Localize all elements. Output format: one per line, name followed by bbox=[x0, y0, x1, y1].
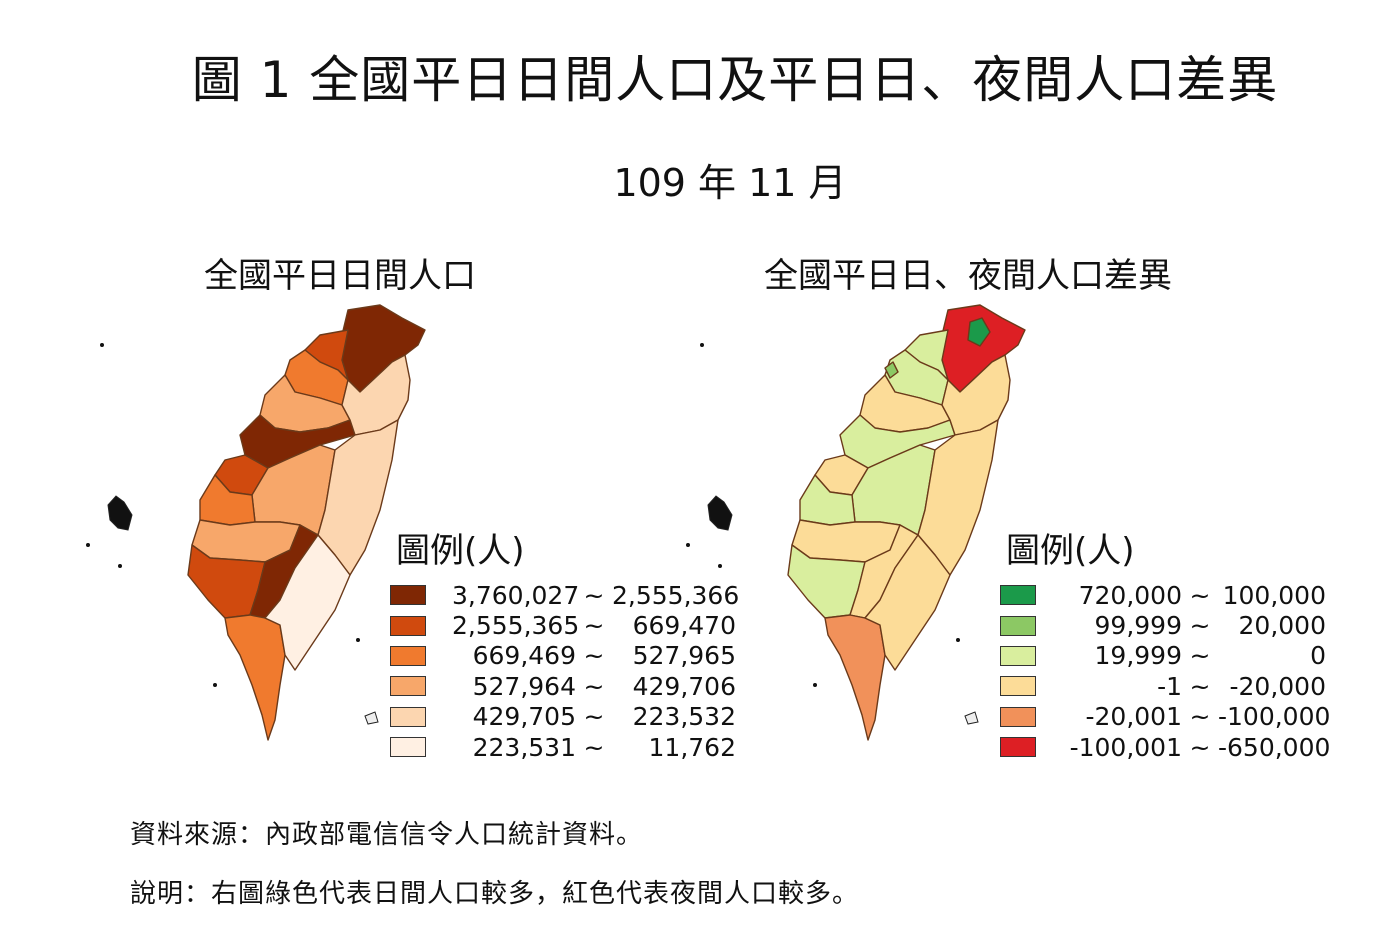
legend-row: 223,531 ~11,762 bbox=[390, 732, 736, 762]
legend-row: 720,000 ~100,000 bbox=[1000, 580, 1326, 610]
legend-swatch bbox=[1000, 737, 1036, 758]
legend-swatch bbox=[390, 645, 426, 666]
legend-sep: ~ bbox=[1189, 702, 1211, 732]
legend-swatch bbox=[1000, 676, 1036, 697]
legend-row: -1 ~ -20,000 bbox=[1000, 671, 1326, 701]
region-hsinchu-city bbox=[884, 361, 899, 379]
legend-sep: ~ bbox=[583, 702, 605, 732]
legend-swatch bbox=[1000, 706, 1036, 727]
island-dot bbox=[813, 683, 817, 687]
legend-swatch bbox=[390, 585, 426, 606]
region-yilan bbox=[941, 354, 1011, 436]
island-dot bbox=[718, 564, 722, 568]
legend-to: 527,965 bbox=[632, 641, 736, 671]
island-dot bbox=[100, 343, 104, 347]
legend-row: 99,999 ~20,000 bbox=[1000, 610, 1326, 640]
legend-to: -20,000 bbox=[1229, 671, 1327, 701]
legend-to: -650,000 bbox=[1218, 732, 1331, 762]
legend-sep: ~ bbox=[583, 580, 605, 610]
legend-row: 669,469 ~527,965 bbox=[390, 641, 736, 671]
day-night-difference-map bbox=[686, 304, 1026, 741]
legend-from: 720,000 bbox=[1078, 580, 1182, 610]
island-dot bbox=[956, 638, 960, 642]
legend-sep: ~ bbox=[1189, 580, 1211, 610]
legend-from: 19,999 bbox=[1094, 641, 1182, 671]
island-dot bbox=[118, 564, 122, 568]
legend-to: 2,555,366 bbox=[612, 580, 740, 610]
orchid-island bbox=[964, 711, 979, 725]
daytime-population-map bbox=[86, 304, 426, 741]
legend-sep: ~ bbox=[583, 641, 605, 671]
penghu-islands bbox=[707, 495, 733, 531]
legend-to: -100,000 bbox=[1218, 702, 1331, 732]
legend-to: 223,532 bbox=[632, 702, 736, 732]
legend-from: 2,555,365 bbox=[452, 611, 580, 641]
legend-row: 3,760,027 ~2,555,366 bbox=[390, 580, 740, 610]
right-map-title: 全國平日日、夜間人口差異 bbox=[764, 256, 1172, 296]
legend-from: 429,705 bbox=[472, 702, 576, 732]
figure-title: 圖 1 全國平日日間人口及平日日、夜間人口差異 bbox=[191, 51, 1279, 109]
island-dot bbox=[686, 543, 690, 547]
legend-row: -100,001 ~ -650,000 bbox=[1000, 732, 1331, 762]
legend-to: 11,762 bbox=[648, 732, 736, 762]
legend-to: 429,706 bbox=[632, 671, 736, 701]
source-note: 資料來源：內政部電信信令人口統計資料。 bbox=[130, 820, 644, 850]
legend-sep: ~ bbox=[1189, 671, 1211, 701]
legend-from: -100,001 bbox=[1069, 732, 1182, 762]
legend-sep: ~ bbox=[1189, 611, 1211, 641]
legend-title: 圖例(人) bbox=[396, 531, 525, 571]
left-legend: 圖例(人) 3,760,027 ~2,555,366 2,555,365 ~669,… bbox=[390, 523, 740, 762]
island-dot bbox=[86, 543, 90, 547]
legend-swatch bbox=[390, 676, 426, 697]
legend-sep: ~ bbox=[1189, 732, 1211, 762]
legend-from: 223,531 bbox=[472, 732, 576, 762]
legend-swatch bbox=[390, 615, 426, 636]
island-dot bbox=[700, 343, 704, 347]
legend-sep: ~ bbox=[583, 732, 605, 762]
region-hualien bbox=[317, 419, 399, 576]
legend-swatch bbox=[1000, 645, 1036, 666]
legend-from: 669,469 bbox=[472, 641, 576, 671]
legend-from: -1 bbox=[1157, 671, 1182, 701]
right-legend: 圖例(人) 720,000 ~100,000 99,999 ~20,000 19,9… bbox=[1000, 523, 1331, 762]
region-taitung bbox=[864, 534, 951, 671]
island-dot bbox=[356, 638, 360, 642]
region-pingtung bbox=[824, 614, 886, 741]
legend-from: 3,760,027 bbox=[452, 580, 580, 610]
legend-row: -20,001 ~ -100,000 bbox=[1000, 702, 1331, 732]
region-taitung bbox=[264, 534, 351, 671]
legend-row: 2,555,365 ~669,470 bbox=[390, 610, 736, 640]
legend-to: 20,000 bbox=[1238, 611, 1326, 641]
region-taichung bbox=[239, 414, 356, 469]
region-pingtung bbox=[224, 614, 286, 741]
legend-swatch bbox=[1000, 615, 1036, 636]
legend-sep: ~ bbox=[1189, 641, 1211, 671]
legend-from: -20,001 bbox=[1085, 702, 1183, 732]
legend-swatch bbox=[390, 737, 426, 758]
legend-sep: ~ bbox=[583, 671, 605, 701]
legend-swatch bbox=[1000, 585, 1036, 606]
legend-from: 527,964 bbox=[472, 671, 576, 701]
legend-from: 99,999 bbox=[1094, 611, 1182, 641]
legend-to: 0 bbox=[1310, 641, 1326, 671]
period-label: 109 年 11 月 bbox=[613, 161, 847, 205]
legend-row: 429,705 ~223,532 bbox=[390, 702, 736, 732]
legend-to: 100,000 bbox=[1222, 580, 1326, 610]
legend-swatch bbox=[390, 706, 426, 727]
orchid-island bbox=[364, 711, 379, 725]
region-taipei-city bbox=[967, 317, 991, 347]
legend-row: 527,964 ~429,706 bbox=[390, 671, 736, 701]
region-yilan bbox=[341, 354, 411, 436]
region-hualien bbox=[917, 419, 999, 576]
legend-to: 669,470 bbox=[632, 611, 736, 641]
description-note: 說明：右圖綠色代表日間人口較多，紅色代表夜間人口較多。 bbox=[130, 879, 860, 909]
legend-sep: ~ bbox=[583, 611, 605, 641]
island-dot bbox=[213, 683, 217, 687]
region-taichung bbox=[839, 414, 956, 469]
left-map-title: 全國平日日間人口 bbox=[204, 256, 476, 296]
legend-row: 19,999 ~0 bbox=[1000, 641, 1326, 671]
penghu-islands bbox=[107, 495, 133, 531]
legend-title: 圖例(人) bbox=[1006, 531, 1135, 571]
